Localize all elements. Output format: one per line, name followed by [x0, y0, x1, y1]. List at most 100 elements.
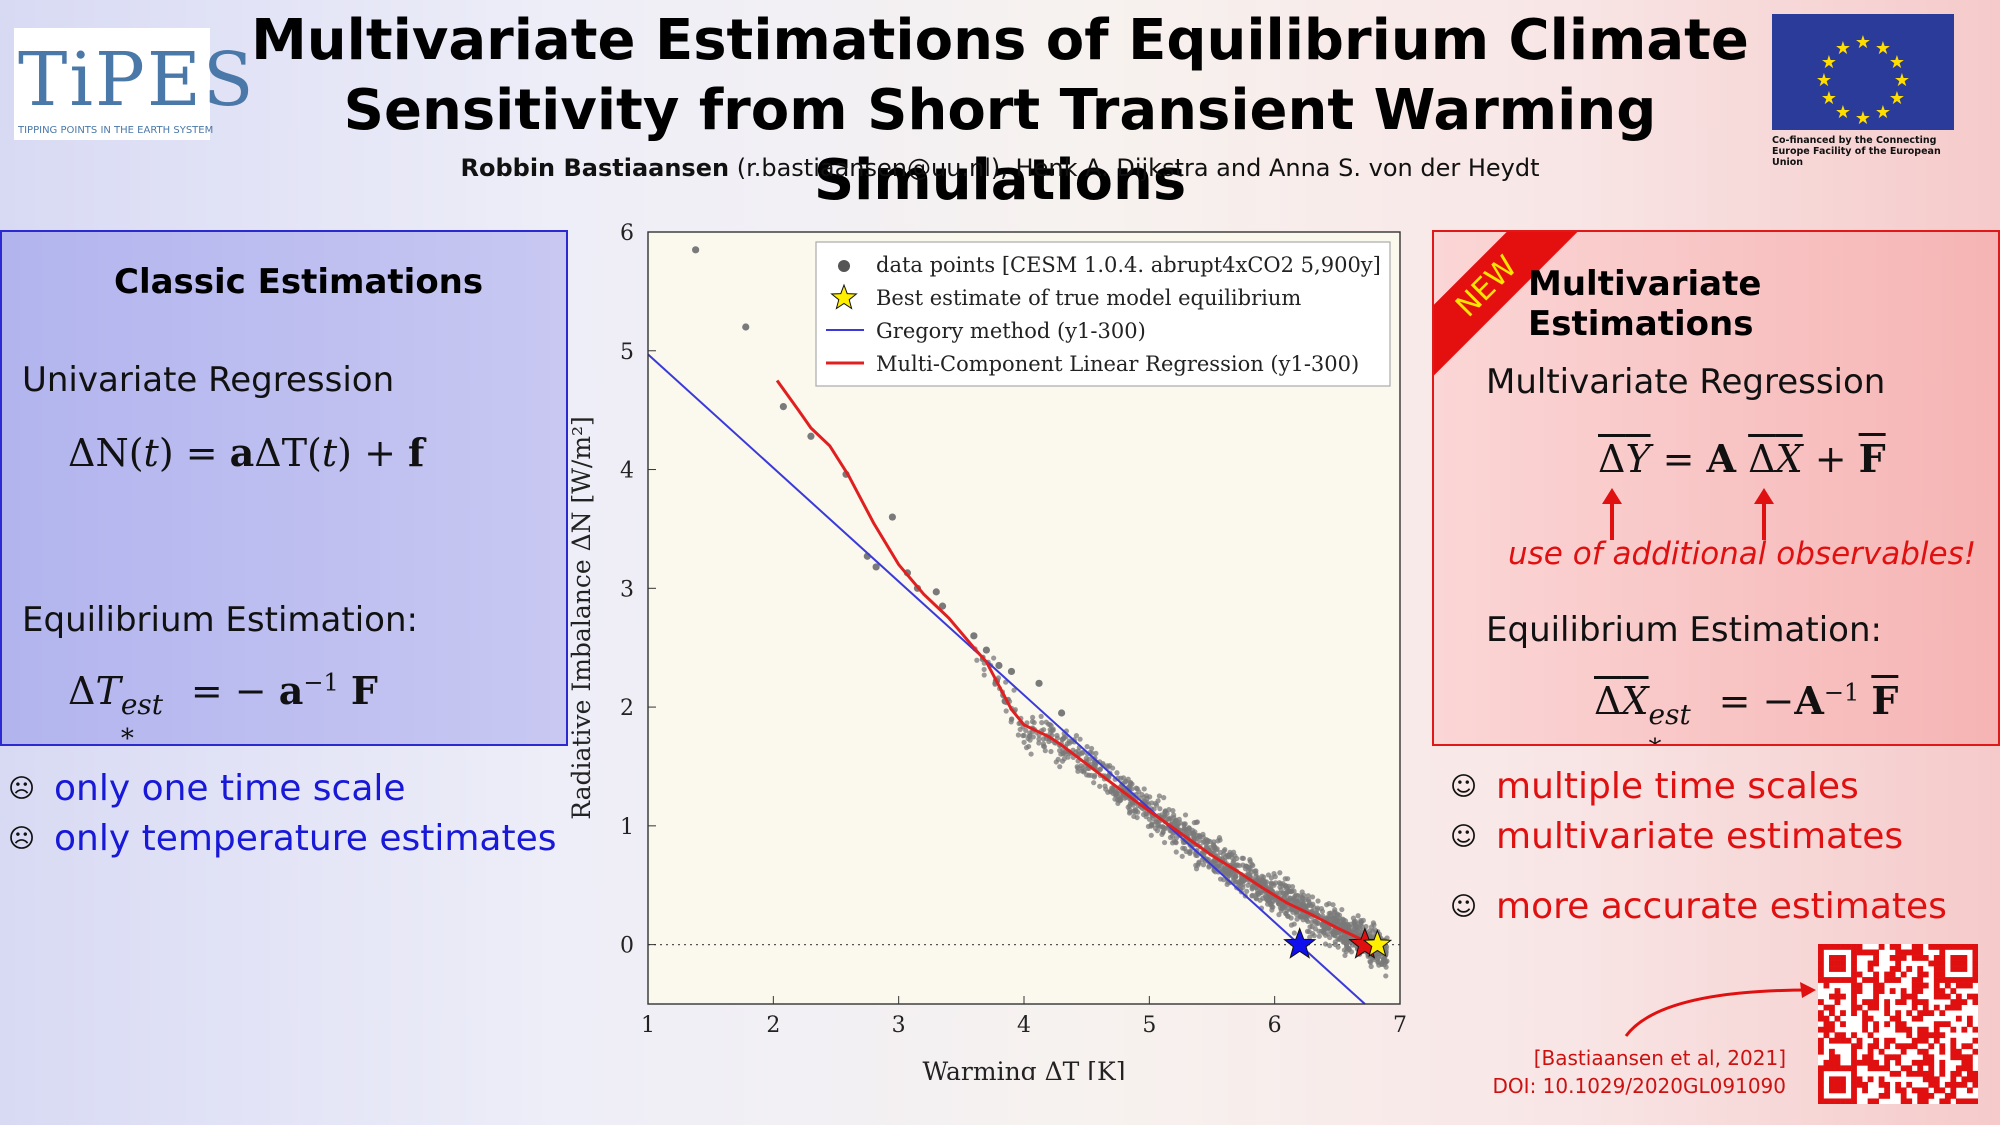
multivariate-label: Multivariate Regression	[1486, 362, 1886, 402]
data-point	[1227, 849, 1233, 855]
left-panel-title: Classic Estimations	[114, 262, 484, 302]
data-point	[1200, 862, 1207, 868]
data-point	[1304, 917, 1310, 923]
data-point	[1269, 901, 1275, 907]
data-point	[1332, 907, 1338, 913]
data-point	[1277, 870, 1283, 876]
data-point	[1264, 896, 1270, 902]
data-point	[1306, 929, 1312, 935]
data-point	[991, 655, 997, 661]
data-point	[1291, 896, 1297, 902]
data-point	[938, 602, 947, 610]
data-point	[1161, 795, 1167, 801]
data-point	[1240, 884, 1246, 891]
data-point	[1321, 927, 1327, 933]
data-point	[1192, 829, 1198, 835]
svg-text:★: ★	[1875, 102, 1891, 123]
data-point	[1091, 780, 1097, 786]
x-axis-label: Warming ΔT [K]	[923, 1057, 1126, 1080]
data-point	[1245, 882, 1251, 888]
data-point	[1244, 888, 1250, 894]
right-panel-title: Multivariate Estimations	[1528, 264, 1762, 344]
title-line-2: Sensitivity from Short Transient Warming…	[343, 78, 1657, 213]
x-tick-label: 6	[1268, 1013, 1282, 1038]
data-point	[1367, 928, 1373, 934]
data-point	[1047, 722, 1053, 728]
x-tick-label: 3	[892, 1013, 906, 1038]
data-point	[1028, 751, 1034, 757]
data-point	[1316, 928, 1322, 934]
left-bullet-1: ☹ only one time scale	[8, 764, 557, 814]
data-point	[1042, 748, 1048, 754]
data-point	[1291, 930, 1297, 936]
data-point	[1030, 714, 1036, 721]
data-point	[1320, 913, 1326, 919]
data-point	[888, 513, 896, 521]
data-point	[1155, 798, 1161, 804]
svg-text:★: ★	[1816, 70, 1832, 91]
data-point	[1215, 838, 1221, 844]
title-line-1: Multivariate Estimations of Equilibrium …	[251, 8, 1749, 73]
univariate-label: Univariate Regression	[22, 360, 395, 400]
data-point	[1314, 919, 1320, 926]
data-point	[981, 666, 987, 673]
data-point	[1156, 793, 1162, 799]
qr-code-icon[interactable]	[1818, 944, 1979, 1105]
data-point	[1368, 934, 1374, 940]
data-point	[1027, 737, 1033, 743]
data-point	[1240, 855, 1247, 861]
svg-text:★: ★	[1835, 38, 1851, 59]
data-point	[1007, 667, 1016, 676]
data-point	[1326, 901, 1332, 907]
data-point	[1135, 809, 1141, 815]
data-point	[1173, 849, 1179, 855]
data-point	[1086, 756, 1093, 762]
classic-estimations-panel: Classic Estimations Univariate Regressio…	[0, 230, 568, 754]
data-point	[1291, 921, 1297, 927]
data-point	[1088, 745, 1095, 752]
data-point	[1031, 720, 1037, 726]
data-point	[1342, 952, 1348, 959]
data-point	[1066, 740, 1073, 746]
data-point	[1020, 733, 1026, 739]
data-point	[1237, 880, 1244, 886]
smile-icon: ☺	[1450, 772, 1478, 802]
y-tick-label: 6	[620, 221, 634, 246]
data-point	[1368, 963, 1374, 970]
true-equilibrium-star	[1362, 929, 1393, 958]
data-point	[1265, 872, 1272, 878]
data-point	[1038, 713, 1044, 719]
x-tick-label: 7	[1393, 1013, 1407, 1038]
data-point	[1339, 906, 1345, 913]
data-point	[1102, 783, 1108, 789]
data-point	[1341, 947, 1347, 953]
data-point	[1041, 727, 1047, 733]
data-point	[1084, 772, 1090, 778]
data-point	[1220, 851, 1227, 857]
data-point	[1301, 892, 1307, 898]
eu-caption: Co-financed by the Connecting Europe Fac…	[1772, 135, 1941, 168]
data-point	[1307, 934, 1313, 940]
data-point	[1346, 946, 1352, 953]
data-point	[1330, 902, 1336, 908]
tipes-logo-text: TiPES	[18, 37, 256, 123]
data-point	[1283, 883, 1289, 889]
data-point	[1203, 844, 1209, 850]
citation-ref[interactable]: [Bastiaansen et al, 2021]	[1533, 1046, 1786, 1070]
legend-entry: Best estimate of true model equilibrium	[876, 286, 1301, 310]
data-point	[1290, 909, 1296, 915]
data-point	[1127, 803, 1133, 809]
tipes-logo: TiPES TIPPING POINTS IN THE EARTH SYSTEM	[14, 28, 254, 140]
data-point	[1057, 764, 1063, 770]
data-point	[1073, 732, 1080, 739]
data-point	[1309, 894, 1316, 900]
data-point	[1253, 885, 1259, 891]
data-point	[1172, 819, 1178, 825]
citation-doi[interactable]: DOI: 10.1029/2020GL091090	[1492, 1074, 1786, 1098]
data-point	[1311, 933, 1317, 939]
data-point	[1332, 939, 1338, 945]
data-point	[1339, 921, 1345, 927]
left-bullet-2: ☹ only temperature estimates	[8, 814, 557, 864]
data-point	[1040, 743, 1047, 749]
data-point	[1213, 862, 1220, 868]
